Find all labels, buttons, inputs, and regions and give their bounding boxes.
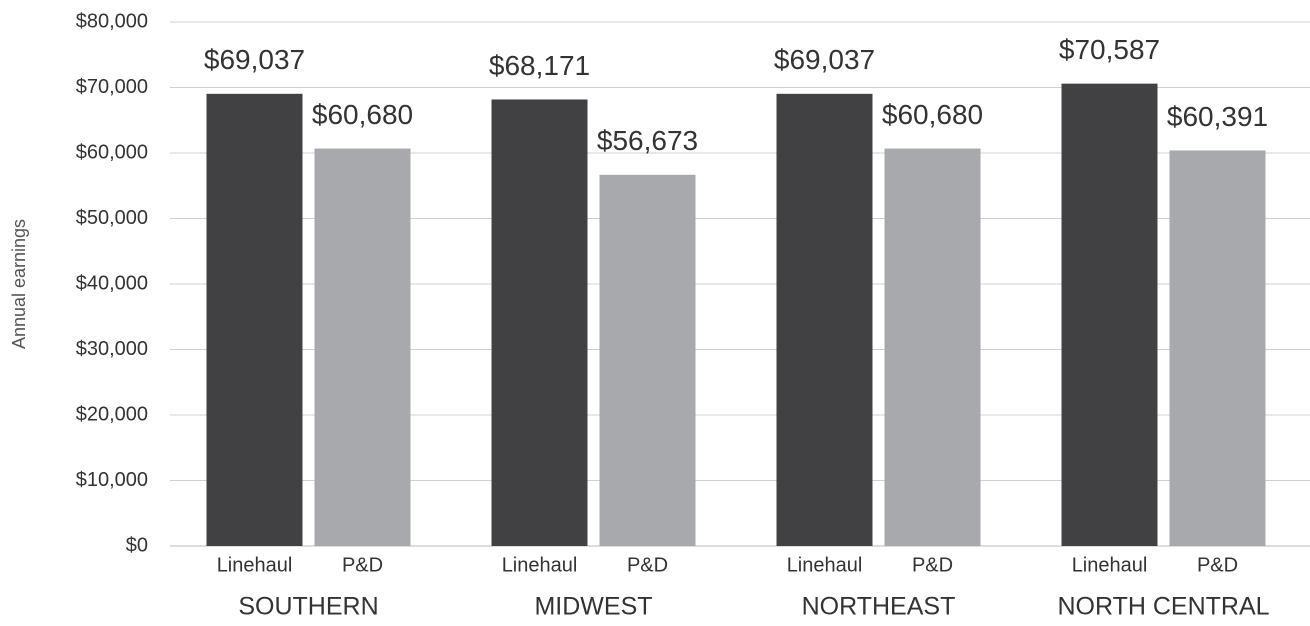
data-label: $68,171 — [489, 50, 590, 81]
series-label: Linehaul — [1072, 554, 1148, 576]
bar — [599, 174, 696, 546]
bar — [1169, 150, 1266, 546]
y-tick-label: $70,000 — [76, 76, 148, 98]
y-tick-label: $10,000 — [76, 469, 148, 491]
bar — [1061, 83, 1158, 546]
y-tick-label: $0 — [126, 534, 148, 556]
y-axis-title: Annual earnings — [9, 219, 29, 349]
x-tick-label: NORTHEAST — [802, 593, 956, 621]
x-tick-label: NORTH CENTRAL — [1057, 593, 1269, 621]
data-label: $60,680 — [882, 99, 983, 130]
series-label: P&D — [1197, 554, 1238, 576]
series-label: P&D — [912, 554, 953, 576]
data-label: $60,391 — [1167, 101, 1268, 132]
y-tick-label: $50,000 — [76, 207, 148, 229]
bar — [206, 93, 303, 546]
data-label: $60,680 — [312, 99, 413, 130]
bar — [884, 148, 981, 546]
bar — [491, 99, 588, 546]
y-tick-label: $40,000 — [76, 272, 148, 294]
series-label: Linehaul — [217, 554, 293, 576]
data-label: $69,037 — [204, 44, 305, 75]
bar — [776, 93, 873, 546]
y-tick-label: $20,000 — [76, 403, 148, 425]
x-tick-label: SOUTHERN — [238, 593, 378, 621]
series-label: Linehaul — [502, 554, 578, 576]
x-tick-label: MIDWEST — [534, 593, 652, 621]
bar — [314, 148, 411, 546]
series-label: P&D — [627, 554, 668, 576]
data-label: $70,587 — [1059, 34, 1160, 65]
series-label: P&D — [342, 554, 383, 576]
series-label: Linehaul — [787, 554, 863, 576]
data-label: $56,673 — [597, 125, 698, 156]
y-tick-label: $80,000 — [76, 10, 148, 32]
data-label: $69,037 — [774, 44, 875, 75]
y-tick-label: $30,000 — [76, 338, 148, 360]
y-tick-label: $60,000 — [76, 141, 148, 163]
